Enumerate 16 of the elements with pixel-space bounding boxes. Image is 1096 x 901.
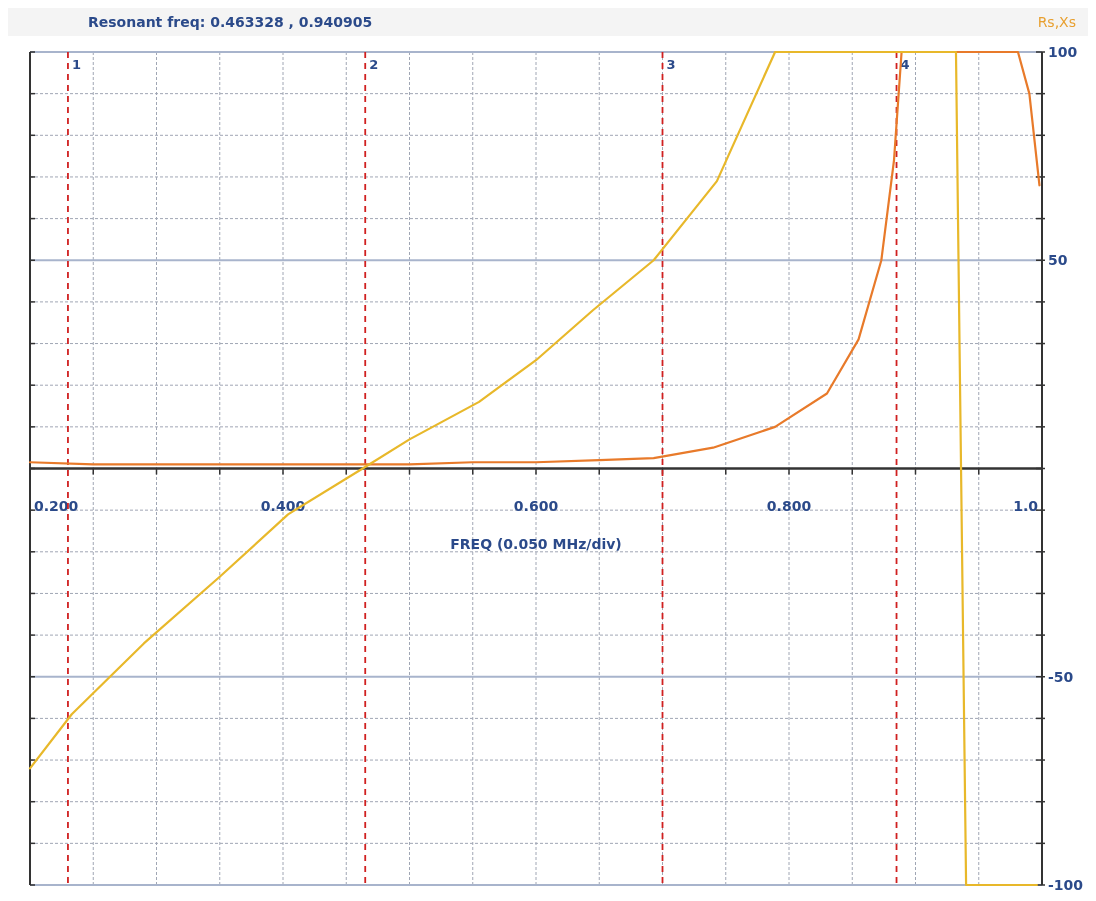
y-tick-label: -100 <box>1048 876 1084 893</box>
annotation: 3 <box>666 56 676 72</box>
x-tick-label: 0.200 <box>34 497 79 514</box>
annotation: 1 <box>71 56 81 72</box>
y-tick-label: -50 <box>1048 668 1074 685</box>
y-axis-title: Rs,Xs <box>1037 14 1076 30</box>
x-tick-label: 1.0 <box>1013 497 1039 514</box>
x-tick-label: 0.800 <box>766 497 812 514</box>
chart-title: Resonant freq: 0.463328 , 0.940905 <box>88 14 373 30</box>
y-tick-label: 50 <box>1048 252 1068 269</box>
line-series <box>28 50 1041 466</box>
x-tick-label: 0.400 <box>260 497 306 514</box>
y-tick-label: 100 <box>1048 43 1078 60</box>
annotation: 2 <box>369 56 379 72</box>
x-tick-label: 0.600 <box>513 497 559 514</box>
x-axis-title: FREQ (0.050 MHz/div) <box>450 535 622 552</box>
